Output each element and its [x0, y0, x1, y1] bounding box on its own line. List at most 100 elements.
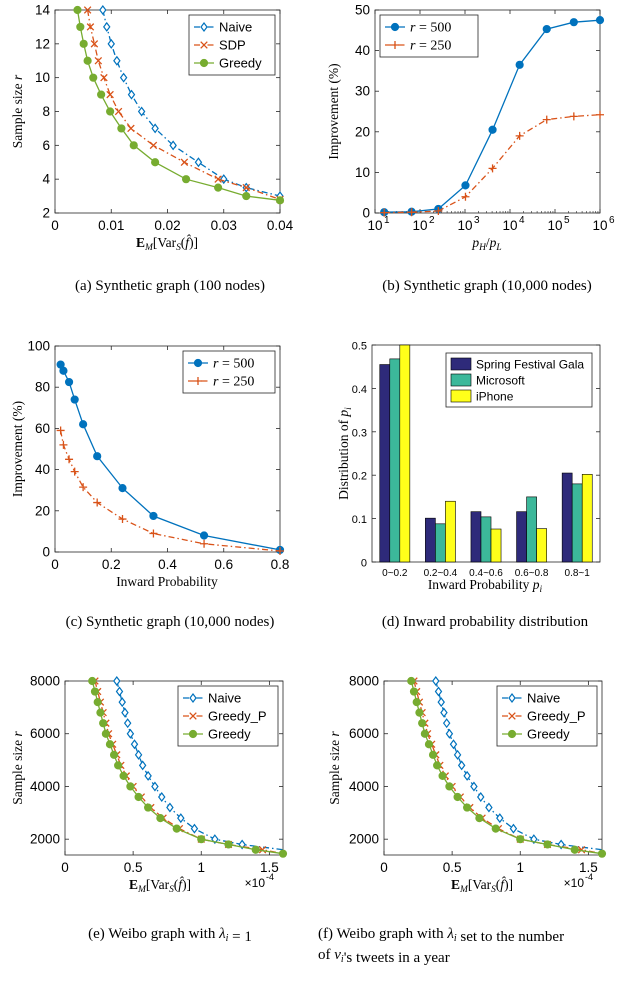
y-tick-label: 0.5	[352, 341, 367, 353]
data-point	[157, 814, 164, 821]
legend-label: Microsoft	[476, 374, 525, 388]
data-point	[425, 741, 432, 748]
x-tick-label: 0.4	[158, 557, 177, 572]
x-tick-exponent: 3	[474, 215, 480, 226]
data-point	[71, 396, 78, 403]
data-point	[408, 677, 415, 684]
data-point	[215, 184, 222, 191]
data-point	[570, 19, 577, 26]
data-point	[152, 159, 159, 166]
caption-text: (f) Weibo graph with λi set to the numbe…	[318, 926, 564, 945]
x-tick-label: 0.8	[271, 557, 290, 572]
bar-spring-festival-gala	[517, 512, 527, 562]
data-point	[119, 485, 126, 492]
caption-f: (f) Weibo graph with λi set to the numbe…	[318, 926, 564, 966]
data-point	[598, 850, 605, 857]
y-tick-label: 80	[35, 380, 50, 395]
x-tick-label: 10	[412, 218, 427, 233]
data-point	[489, 126, 496, 133]
x-multiplier: ×10	[245, 876, 266, 890]
y-tick-label: 40	[355, 43, 370, 58]
y-axis-label: Sample size r	[10, 731, 25, 805]
bar-spring-festival-gala	[425, 518, 435, 562]
legend-label: r = 250	[410, 39, 451, 54]
data-point	[80, 421, 87, 428]
x-tick-label: 0.04	[267, 218, 294, 233]
legend-swatch	[451, 374, 471, 386]
x-tick-label: 1	[197, 860, 205, 875]
y-tick-label: 100	[27, 339, 50, 354]
data-point	[279, 850, 286, 857]
caption-d: (d) Inward probability distribution	[382, 614, 589, 630]
legend-label: r = 500	[213, 357, 254, 372]
data-point	[120, 772, 127, 779]
x-multiplier-exponent: -4	[585, 872, 593, 882]
legend-marker	[391, 23, 398, 30]
legend-swatch	[451, 390, 471, 402]
data-point	[135, 793, 142, 800]
y-tick-label: 50	[355, 3, 370, 18]
caption-b: (b) Synthetic graph (10,000 nodes)	[382, 278, 592, 294]
data-point	[102, 730, 109, 737]
x-tick-label: 10	[502, 218, 517, 233]
bar-microsoft	[527, 497, 537, 562]
x-tick-label: 10	[592, 218, 607, 233]
caption-text: (e) Weibo graph with λi = 1	[88, 926, 252, 945]
data-point	[130, 142, 137, 149]
data-point	[106, 741, 113, 748]
data-point	[107, 108, 114, 115]
data-point	[127, 783, 134, 790]
data-point	[410, 688, 417, 695]
y-tick-label: 2000	[30, 832, 60, 847]
legend: Spring Festival GalaMicrosoftiPhone	[446, 353, 592, 407]
data-point	[243, 192, 250, 199]
y-tick-label: 0.2	[352, 471, 367, 483]
legend-label: r = 500	[410, 21, 451, 36]
legend: r = 500 r = 250	[380, 15, 478, 57]
data-point	[517, 836, 524, 843]
bar-iphone	[582, 474, 592, 562]
data-point	[419, 720, 426, 727]
data-point	[118, 125, 125, 132]
legend-label: Naive	[527, 691, 560, 706]
caption-a: (a) Synthetic graph (100 nodes)	[75, 278, 265, 294]
caption-text: (b) Synthetic graph (10,000 nodes)	[382, 278, 592, 294]
y-tick-label: 0.1	[352, 514, 367, 526]
x-axis-label: EM[VarS(f̂)]	[136, 235, 198, 253]
caption-text: (c) Synthetic graph (10,000 nodes)	[66, 614, 275, 630]
x-tick-label: 0	[51, 218, 59, 233]
bar-iphone	[491, 529, 501, 562]
y-tick-label: 0	[42, 545, 50, 560]
x-tick-label: 0	[51, 557, 59, 572]
y-tick-label: 4000	[30, 779, 60, 794]
y-tick-label: 40	[35, 462, 50, 477]
data-point	[464, 804, 471, 811]
x-tick-exponent: 4	[519, 215, 525, 226]
data-point	[252, 846, 259, 853]
caption-e: (e) Weibo graph with λi = 1	[88, 926, 252, 945]
data-point	[80, 40, 87, 47]
data-point	[276, 197, 283, 204]
data-point	[571, 846, 578, 853]
data-point	[94, 698, 101, 705]
y-tick-label: 30	[355, 84, 370, 99]
bar-iphone	[537, 529, 547, 562]
data-point	[434, 762, 441, 769]
x-tick-label: 10	[547, 218, 562, 233]
y-tick-label: 4	[42, 172, 50, 187]
data-point	[84, 57, 91, 64]
legend-label: SDP	[219, 38, 246, 53]
x-tick-label: 0.2	[102, 557, 121, 572]
y-tick-label: 8	[42, 104, 50, 119]
x-multiplier: ×10	[564, 876, 585, 890]
legend: Naive SDP Greedy	[189, 15, 275, 75]
y-tick-label: 12	[35, 36, 50, 51]
data-point	[225, 841, 232, 848]
data-point	[516, 61, 523, 68]
x-axis-label: Inward Probability	[116, 574, 218, 589]
y-tick-label: 8000	[30, 674, 60, 689]
y-axis-label: Sample size r	[10, 74, 25, 148]
x-tick-label: 0.03	[211, 218, 237, 233]
x-tick-label: 0.02	[154, 218, 180, 233]
